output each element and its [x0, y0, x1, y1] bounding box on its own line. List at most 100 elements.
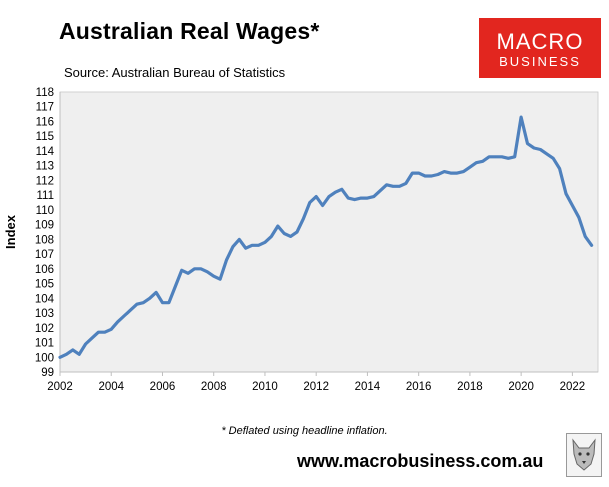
y-tick-label: 108	[35, 234, 54, 246]
data-point	[206, 270, 209, 273]
data-point	[71, 349, 74, 351]
data-point	[276, 225, 279, 228]
data-point	[103, 331, 106, 334]
plot-area	[59, 91, 599, 373]
data-point	[65, 353, 68, 356]
data-point	[590, 244, 593, 247]
y-tick-label: 101	[35, 338, 54, 350]
data-point	[411, 172, 414, 174]
data-point	[129, 309, 132, 311]
data-point	[501, 155, 503, 158]
data-point	[456, 172, 458, 174]
x-tick-label: 2014	[355, 381, 381, 393]
y-tick-label: 118	[36, 87, 54, 99]
data-point	[372, 195, 375, 198]
data-point	[321, 204, 324, 207]
data-point	[283, 232, 286, 235]
y-tick-label: 104	[35, 293, 55, 305]
data-point	[405, 182, 407, 185]
data-point	[142, 301, 145, 304]
x-tick-label: 2002	[47, 381, 73, 393]
x-tick-label: 2012	[303, 381, 329, 393]
series-line	[58, 115, 594, 359]
data-point	[328, 195, 330, 198]
wolf-logo-icon	[566, 433, 602, 477]
data-point	[219, 278, 222, 281]
data-point	[437, 173, 439, 176]
data-point	[533, 147, 535, 149]
data-point	[251, 244, 254, 247]
data-point	[443, 170, 446, 173]
data-point	[264, 241, 266, 244]
data-point	[97, 331, 100, 334]
data-point	[545, 153, 548, 155]
data-point	[308, 201, 311, 204]
y-tick-label: 116	[36, 116, 54, 128]
data-point	[462, 170, 465, 173]
data-point	[577, 216, 580, 219]
data-point	[513, 155, 516, 158]
x-tick-label: 2004	[98, 381, 124, 393]
data-point	[340, 188, 343, 191]
data-point	[59, 356, 61, 359]
logo-line-1: MACRO	[496, 29, 584, 54]
data-point	[180, 269, 183, 272]
data-point	[296, 231, 298, 233]
data-point	[417, 172, 420, 174]
y-tick-label: 109	[35, 220, 54, 232]
x-tick-label: 2016	[406, 381, 432, 393]
y-tick-label: 107	[35, 249, 54, 261]
data-point	[270, 235, 273, 238]
data-point	[366, 197, 369, 199]
data-point	[353, 198, 356, 201]
y-tick-label: 103	[35, 308, 54, 320]
data-point	[187, 272, 190, 275]
data-point	[315, 195, 318, 198]
data-point	[430, 175, 433, 177]
data-point	[552, 157, 555, 160]
x-tick-label: 2020	[508, 381, 534, 393]
y-tick-label: 112	[36, 175, 54, 187]
data-point	[155, 291, 158, 294]
data-point	[174, 285, 177, 288]
y-tick-label: 111	[37, 190, 54, 202]
chart-footnote: * Deflated using headline inflation.	[221, 425, 388, 437]
data-point	[488, 155, 490, 158]
data-point	[148, 297, 151, 300]
y-tick-label: 110	[36, 205, 54, 217]
data-point	[225, 259, 228, 261]
data-point	[238, 238, 241, 241]
x-tick-label: 2018	[457, 381, 483, 393]
y-tick-label: 114	[36, 146, 55, 158]
data-point	[379, 189, 382, 192]
website-url: www.macrobusiness.com.au	[297, 451, 544, 471]
data-point	[584, 235, 587, 238]
data-point	[302, 217, 305, 220]
y-tick-label: 106	[35, 264, 54, 276]
data-point	[469, 166, 471, 169]
y-tick-label: 105	[35, 279, 54, 291]
data-point	[475, 161, 478, 164]
data-point	[168, 301, 170, 304]
chart-title: Australian Real Wages*	[59, 18, 320, 44]
y-tick-label: 100	[35, 352, 54, 364]
data-point	[110, 328, 113, 331]
data-point	[520, 116, 522, 118]
data-point	[360, 197, 362, 199]
x-tick-label: 2022	[560, 381, 586, 393]
y-tick-label: 113	[36, 161, 54, 173]
line-chart: 99 100 101 102 103 104 105 106 107 108 109 110 111 11…	[3, 87, 599, 393]
y-axis-label: Index	[3, 214, 18, 249]
data-point	[161, 301, 164, 304]
data-point	[257, 244, 260, 247]
data-point	[116, 321, 119, 323]
data-point	[136, 303, 138, 306]
data-point	[289, 235, 292, 238]
data-point	[507, 157, 510, 160]
data-point	[481, 160, 484, 163]
data-point	[212, 275, 215, 278]
y-tick-label: 102	[35, 323, 54, 335]
y-tick-label: 117	[36, 102, 54, 114]
data-point	[385, 183, 388, 186]
data-point	[232, 245, 234, 248]
